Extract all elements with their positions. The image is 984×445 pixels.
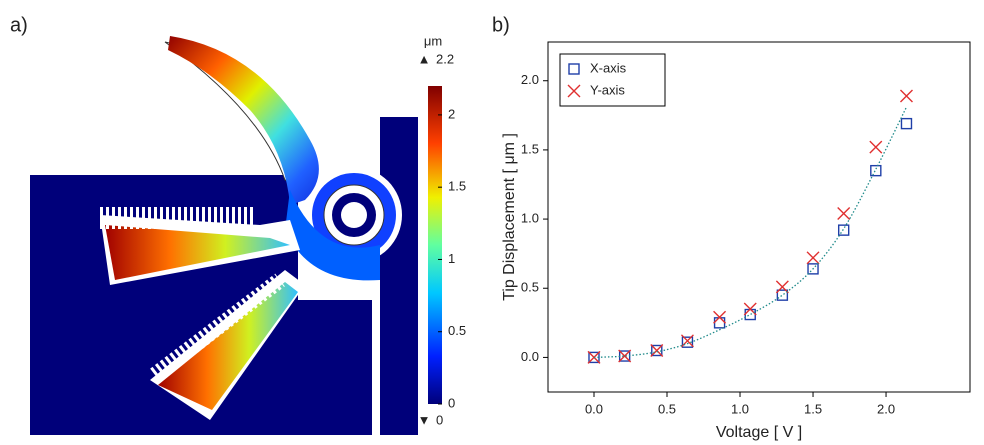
y-axis-title: Tip Displacement [ μm ] — [501, 133, 518, 301]
marker-x — [806, 251, 820, 265]
marker-square — [681, 336, 694, 348]
panel-label: b) — [492, 14, 510, 36]
max-marker: ▲ — [418, 51, 431, 66]
x-tick-label: 0.5 — [658, 401, 676, 416]
marker-square — [807, 263, 819, 275]
marker-x — [837, 207, 851, 221]
marker-x — [713, 310, 727, 324]
marker-x — [899, 89, 913, 103]
legend-box — [559, 53, 666, 107]
colorbar-unit: μm — [424, 33, 442, 48]
marker-square — [588, 351, 600, 364]
y-tick-label: 1.0 — [521, 211, 539, 226]
marker-x — [618, 349, 632, 363]
marker-square — [776, 289, 789, 301]
x-tick-label: 1.5 — [804, 401, 822, 416]
x-tick-label: 0.0 — [585, 401, 603, 416]
legend-marker — [568, 63, 580, 75]
plot-frame — [547, 41, 971, 393]
colorbar: μm ▲ 2.2 ▼ 0 — [418, 33, 455, 427]
marker-square — [713, 317, 726, 329]
marker-square — [651, 344, 663, 357]
simulation-image — [30, 36, 418, 435]
legend-label: X-axis — [590, 60, 627, 75]
x-tick-label: 1.0 — [731, 401, 749, 416]
colorbar-tick-label: 1 — [448, 251, 455, 266]
colorbar-tick-label: 0.5 — [448, 323, 466, 338]
colorbar-tick-label: 2 — [448, 106, 455, 121]
panel-label: a) — [10, 14, 28, 36]
marker-square — [837, 224, 850, 236]
colorbar-max: 2.2 — [436, 51, 454, 66]
x-tick-label: 2.0 — [877, 401, 895, 416]
legend-marker — [567, 84, 581, 98]
y-tick-label: 0.0 — [521, 349, 539, 364]
colorbar-ramp — [428, 86, 442, 404]
marker-x — [650, 344, 664, 357]
marker-square — [870, 164, 882, 177]
colorbar-tick-label: 0 — [448, 395, 455, 410]
colorbar-tick-label: 1.5 — [448, 179, 466, 194]
marker-x — [869, 140, 883, 154]
marker-x — [680, 334, 694, 348]
y-tick-label: 2.0 — [521, 72, 539, 87]
y-tick-label: 1.5 — [521, 141, 539, 156]
colorbar-min: 0 — [436, 412, 443, 427]
legend-label: Y-axis — [590, 82, 625, 97]
x-axis-title: Voltage [ V ] — [716, 424, 802, 441]
min-marker: ▼ — [418, 412, 431, 427]
y-tick-label: 0.5 — [521, 280, 539, 295]
marker-square — [900, 117, 913, 130]
marker-square — [744, 308, 756, 321]
marker-x — [775, 280, 789, 294]
